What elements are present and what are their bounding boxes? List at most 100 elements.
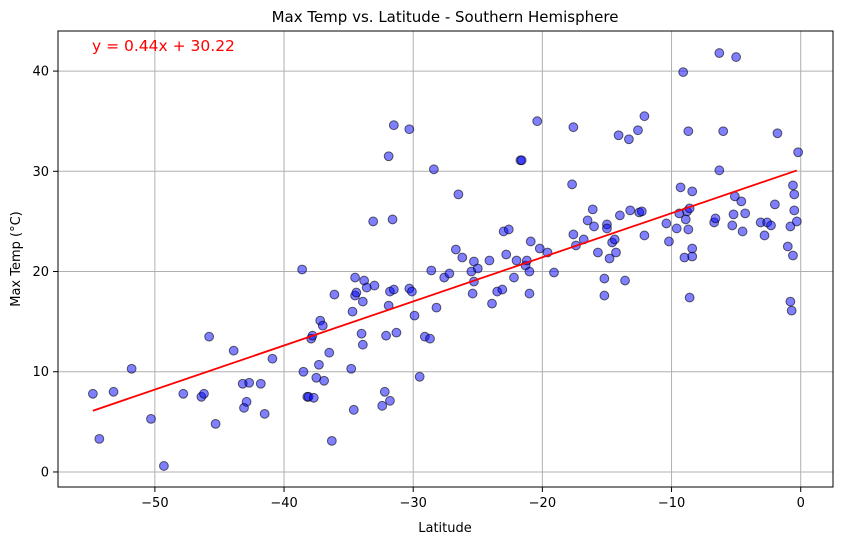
data-point [625, 205, 636, 216]
data-point [671, 223, 682, 234]
y-tick-label: 30 [32, 165, 49, 180]
data-point [146, 413, 156, 424]
data-point [457, 252, 468, 263]
data-point [159, 461, 169, 471]
data-point [298, 366, 309, 377]
data-point [675, 182, 686, 193]
data-point [431, 302, 442, 313]
regression-layer [92, 169, 798, 412]
data-point [785, 296, 796, 307]
data-point [525, 236, 536, 247]
data-point [684, 292, 695, 303]
data-point [368, 216, 379, 227]
data-point [426, 265, 437, 276]
data-point [772, 128, 783, 139]
y-tick-label: 40 [32, 65, 49, 80]
x-axis-label: Latitude [418, 521, 472, 536]
data-point [414, 371, 425, 382]
data-point [611, 247, 621, 258]
data-point [501, 249, 512, 260]
regression-line [92, 169, 798, 412]
data-point [639, 230, 650, 241]
plot-frame [57, 30, 834, 488]
data-point [661, 218, 672, 229]
data-point [377, 400, 388, 411]
data-point [766, 220, 776, 231]
data-point [524, 266, 535, 277]
x-tick-label: −30 [399, 496, 426, 511]
data-point [604, 253, 615, 264]
data-point [126, 363, 137, 374]
data-point [728, 209, 739, 220]
data-point [727, 220, 738, 231]
data-point [241, 396, 252, 407]
data-point [381, 330, 391, 341]
data-point [388, 120, 399, 131]
data-point [602, 223, 612, 234]
grid [58, 31, 833, 487]
data-point [244, 377, 255, 388]
data-point [409, 310, 420, 321]
data-points [87, 48, 804, 471]
x-tick-label: 0 [797, 496, 805, 511]
data-point [664, 236, 674, 247]
data-point [348, 404, 359, 415]
data-point [450, 244, 461, 255]
data-point [472, 263, 483, 274]
data-point [259, 408, 270, 419]
data-point [94, 433, 105, 444]
data-point [324, 347, 335, 358]
data-point [680, 214, 691, 225]
data-point [255, 378, 266, 389]
data-point [567, 179, 577, 190]
data-point [599, 290, 610, 301]
data-point [599, 273, 610, 284]
data-point [683, 126, 694, 137]
data-point [793, 147, 804, 158]
data-point [613, 130, 624, 141]
data-point [425, 333, 435, 344]
data-point [587, 204, 598, 215]
data-point [314, 359, 324, 370]
data-point [769, 199, 780, 210]
data-point [497, 284, 508, 295]
data-point [609, 234, 620, 245]
data-point [467, 288, 478, 299]
data-point [385, 395, 395, 406]
data-point [228, 345, 239, 356]
data-point [568, 122, 579, 133]
data-point [329, 289, 340, 300]
data-point [379, 386, 390, 397]
data-point [388, 284, 399, 295]
data-point [582, 215, 593, 226]
data-point [534, 243, 545, 254]
data-point [524, 288, 535, 299]
chart-title: Max Temp vs. Latitude - Southern Hemisph… [272, 8, 619, 26]
data-point [108, 386, 119, 397]
data-point [204, 331, 215, 342]
data-point [636, 206, 647, 217]
data-point [369, 280, 380, 291]
data-point [319, 375, 329, 386]
data-point [210, 418, 221, 429]
data-point [788, 180, 798, 191]
data-point [356, 328, 367, 339]
data-point [683, 224, 694, 235]
data-point [620, 275, 630, 286]
data-point [549, 267, 559, 278]
y-tick-label: 0 [41, 465, 49, 480]
data-point [678, 67, 689, 77]
data-point [297, 264, 308, 275]
data-point [624, 134, 634, 145]
data-point [687, 186, 698, 197]
x-tick-label: −20 [529, 496, 556, 511]
data-point [687, 243, 698, 254]
data-point [759, 230, 770, 241]
data-point [614, 210, 625, 221]
data-point [633, 125, 643, 136]
data-point [308, 392, 319, 403]
data-point [391, 327, 402, 338]
data-point [357, 339, 368, 350]
data-point [511, 255, 522, 266]
